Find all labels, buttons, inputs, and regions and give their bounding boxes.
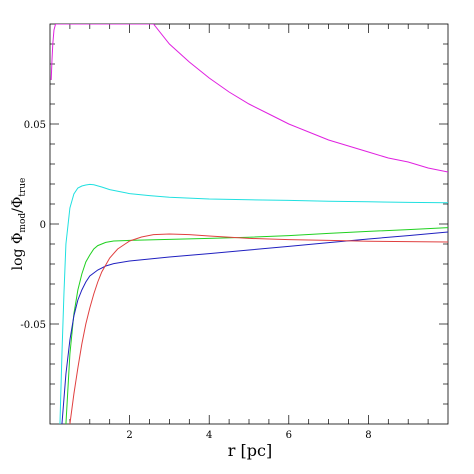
series-group [50,24,448,424]
x-tick-label: 8 [365,430,371,441]
y-tick-label: 0 [40,220,46,231]
tick-labels: 2 4 6 8 0.05 0 -0.05 [20,120,371,441]
x-axis-label: r [pc] [228,441,272,460]
series-line-green [65,227,448,424]
x-tick-label: 6 [286,430,292,441]
y-tick-label: 0.05 [24,120,46,131]
y-axis-label-sub2: true [18,178,28,197]
series-line-red [69,233,448,424]
y-axis-label: log Φmod/Φtrue [10,178,28,271]
y-axis-label-sub1: mod [18,213,28,233]
series-line-blue [61,231,448,424]
y-tick-label: -0.05 [20,320,46,331]
series-line-magenta [50,24,448,173]
y-axis-label-slash: /Φ [10,197,26,213]
x-tick-label: 4 [206,430,212,441]
axis-ticks [50,24,448,424]
x-tick-label: 2 [126,430,132,441]
plot-frame [49,23,449,425]
series-line-cyan [59,183,448,424]
y-axis-label-prefix: log Φ [10,233,26,271]
